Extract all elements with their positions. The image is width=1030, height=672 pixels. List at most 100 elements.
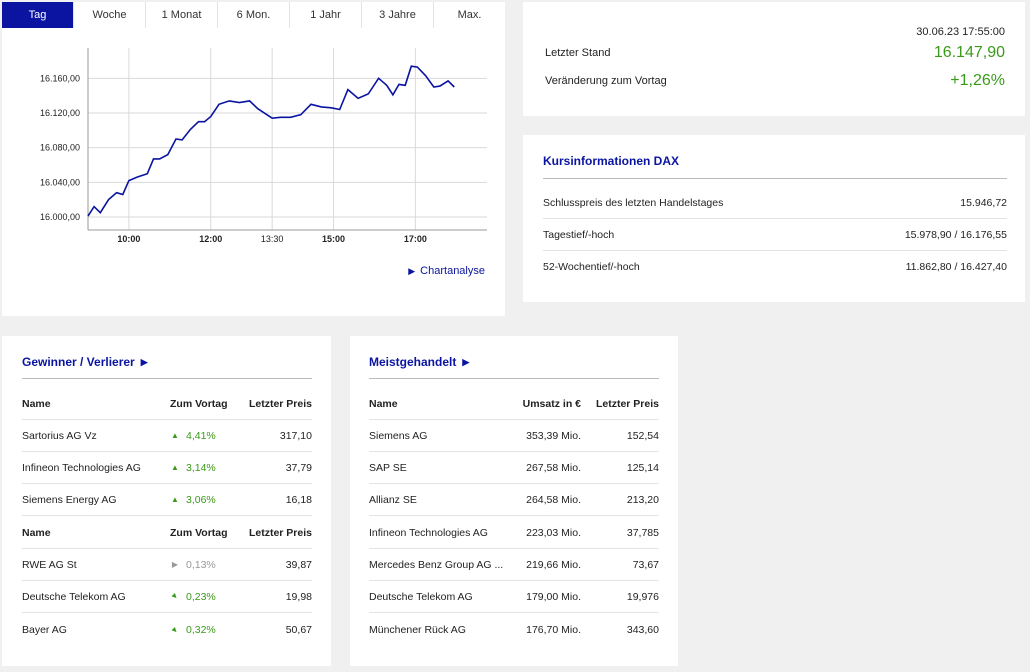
chartanalyse-link[interactable]: ▶ Chartanalyse: [408, 265, 485, 277]
umsatz-value: 223,03 Mio.: [526, 526, 581, 539]
table-row[interactable]: Sartorius AG Vz ▲ 4,41% 317,10: [22, 420, 312, 452]
change-value: 3,14%: [186, 461, 216, 474]
kurs-row-day-range: Tagestief/-hoch 15.978,90 / 16.176,55: [543, 219, 1007, 251]
table-row[interactable]: Infineon Technologies AG ▲ 3,14% 37,79: [22, 452, 312, 484]
tab-woche[interactable]: Woche: [74, 2, 146, 28]
price-value: 213,20: [626, 493, 659, 506]
tab-max[interactable]: Max.: [434, 2, 505, 28]
table-row[interactable]: SAP SE 267,58 Mio. 125,14: [369, 452, 659, 484]
kurs-row-close: Schlusspreis des letzten Handelstages 15…: [543, 187, 1007, 219]
table-row[interactable]: Siemens AG 353,39 Mio. 152,54: [369, 420, 659, 452]
kurs-label: 52-Wochentief/-hoch: [543, 261, 640, 273]
tab-1-jahr[interactable]: 1 Jahr: [290, 2, 362, 28]
change-value: 0,23%: [186, 590, 216, 603]
change-cell: ▶ 0,13%: [170, 559, 228, 571]
price-info-panel: Kursinformationen DAX Schlusspreis des l…: [523, 135, 1025, 302]
x-tick-label: 12:00: [199, 234, 222, 244]
kurs-label: Tagestief/-hoch: [543, 228, 615, 241]
umsatz-value: 176,70 Mio.: [526, 624, 581, 636]
arrow-up-icon: ▲: [171, 431, 179, 440]
stock-name: SAP SE: [369, 461, 407, 474]
col-change: Zum Vortag: [170, 526, 228, 539]
play-icon: ▶: [462, 356, 470, 367]
stock-name: Siemens AG: [369, 429, 428, 442]
stock-name: Siemens Energy AG: [22, 493, 117, 506]
kurs-row-52w-range: 52-Wochentief/-hoch 11.862,80 / 16.427,4…: [543, 251, 1007, 283]
arrow-up-icon: ▲: [171, 495, 179, 504]
most-traded-title-text: Meistgehandelt: [369, 355, 457, 369]
change-cell: ▲ 3,14%: [170, 462, 228, 474]
y-tick-label: 16.000,00: [40, 212, 80, 222]
price-value: 50,67: [285, 624, 312, 636]
arrow-right-icon: ▶: [171, 560, 179, 569]
arrow-up-icon: ▲: [171, 463, 179, 472]
stock-name: Bayer AG: [22, 624, 67, 636]
table-header: Name Zum Vortag Letzter Preis: [22, 517, 312, 549]
y-tick-label: 16.120,00: [40, 108, 80, 118]
col-name: Name: [369, 397, 398, 410]
most-traded-title[interactable]: Meistgehandelt ▶: [369, 355, 469, 369]
play-icon: ▶: [408, 265, 416, 276]
stock-name: Infineon Technologies AG: [369, 526, 488, 539]
umsatz-value: 267,58 Mio.: [526, 461, 581, 474]
tab-6-mon[interactable]: 6 Mon.: [218, 2, 290, 28]
change-cell: ▲ 3,06%: [170, 494, 228, 506]
tab-1-monat[interactable]: 1 Monat: [146, 2, 218, 28]
col-price: Letzter Preis: [248, 526, 312, 539]
play-icon: ▶: [140, 356, 148, 367]
price-value: 39,87: [285, 558, 312, 571]
gainers-losers-title[interactable]: Gewinner / Verlierer ▶: [22, 355, 148, 369]
table-row[interactable]: Deutsche Telekom AG ▲ 0,23% 19,98: [22, 581, 312, 613]
table-row[interactable]: Mercedes Benz Group AG ... 219,66 Mio. 7…: [369, 549, 659, 581]
price-value: 343,60: [626, 624, 659, 636]
price-info-title: Kursinformationen DAX: [543, 154, 680, 168]
last-price-row: Letzter Stand 16.147,90: [545, 44, 1005, 62]
stock-name: Sartorius AG Vz: [22, 429, 97, 442]
col-name: Name: [22, 526, 51, 539]
table-row[interactable]: Bayer AG ▲ 0,32% 50,67: [22, 614, 312, 646]
divider: [22, 378, 312, 379]
stock-name: Münchener Rück AG: [369, 624, 466, 636]
table-row[interactable]: Deutsche Telekom AG 179,00 Mio. 19,976: [369, 581, 659, 613]
last-price-value: 16.147,90: [933, 44, 1005, 61]
stock-name: RWE AG St: [22, 558, 77, 571]
umsatz-value: 219,66 Mio.: [526, 558, 581, 571]
price-value: 37,79: [285, 461, 312, 474]
tab-3-jahre[interactable]: 3 Jahre: [362, 2, 434, 28]
chart-grid: [87, 48, 487, 231]
table-row[interactable]: RWE AG St ▶ 0,13% 39,87: [22, 549, 312, 581]
y-tick-label: 16.160,00: [40, 73, 80, 83]
change-cell: ▲ 4,41%: [170, 430, 228, 442]
chartanalyse-label: Chartanalyse: [420, 265, 485, 277]
gainers-losers-title-text: Gewinner / Verlierer: [22, 355, 135, 369]
x-tick-label: 13:30: [261, 234, 284, 244]
change-value: +1,26%: [950, 72, 1005, 89]
x-axis-ticks: 10:00 12:00 13:30 15:00 17:00: [117, 234, 426, 244]
col-change: Zum Vortag: [170, 397, 228, 410]
price-value: 19,98: [285, 590, 312, 603]
table-row[interactable]: Münchener Rück AG 176,70 Mio. 343,60: [369, 614, 659, 646]
x-tick-label: 17:00: [404, 234, 427, 244]
col-price: Letzter Preis: [595, 397, 659, 410]
price-chart: 16.160,00 16.120,00 16.080,00 16.040,00 16.0…: [40, 48, 487, 244]
table-row[interactable]: Siemens Energy AG ▲ 3,06% 16,18: [22, 484, 312, 516]
price-value: 317,10: [279, 429, 312, 442]
table-header: Name Umsatz in € Letzter Preis: [369, 388, 659, 420]
table-header: Name Zum Vortag Letzter Preis: [22, 388, 312, 420]
price-line: [87, 65, 455, 217]
period-tabs: Tag Woche 1 Monat 6 Mon. 1 Jahr 3 Jahre …: [2, 2, 505, 28]
last-price-label: Letzter Stand: [545, 47, 611, 59]
change-cell: ▲ 0,32%: [169, 624, 228, 636]
col-price: Letzter Preis: [248, 397, 312, 410]
umsatz-value: 264,58 Mio.: [526, 493, 581, 506]
tab-tag[interactable]: Tag: [2, 2, 74, 28]
stock-name: Deutsche Telekom AG: [22, 590, 126, 603]
price-value: 125,14: [626, 461, 659, 474]
price-value: 19,976: [626, 590, 659, 603]
stock-name: Allianz SE: [369, 493, 417, 506]
table-row[interactable]: Allianz SE 264,58 Mio. 213,20: [369, 484, 659, 516]
change-value: 0,13%: [186, 558, 216, 571]
chart-panel: Tag Woche 1 Monat 6 Mon. 1 Jahr 3 Jahre …: [2, 2, 505, 316]
table-row[interactable]: Infineon Technologies AG 223,03 Mio. 37,…: [369, 517, 659, 549]
stock-name: Mercedes Benz Group AG ...: [369, 558, 504, 571]
